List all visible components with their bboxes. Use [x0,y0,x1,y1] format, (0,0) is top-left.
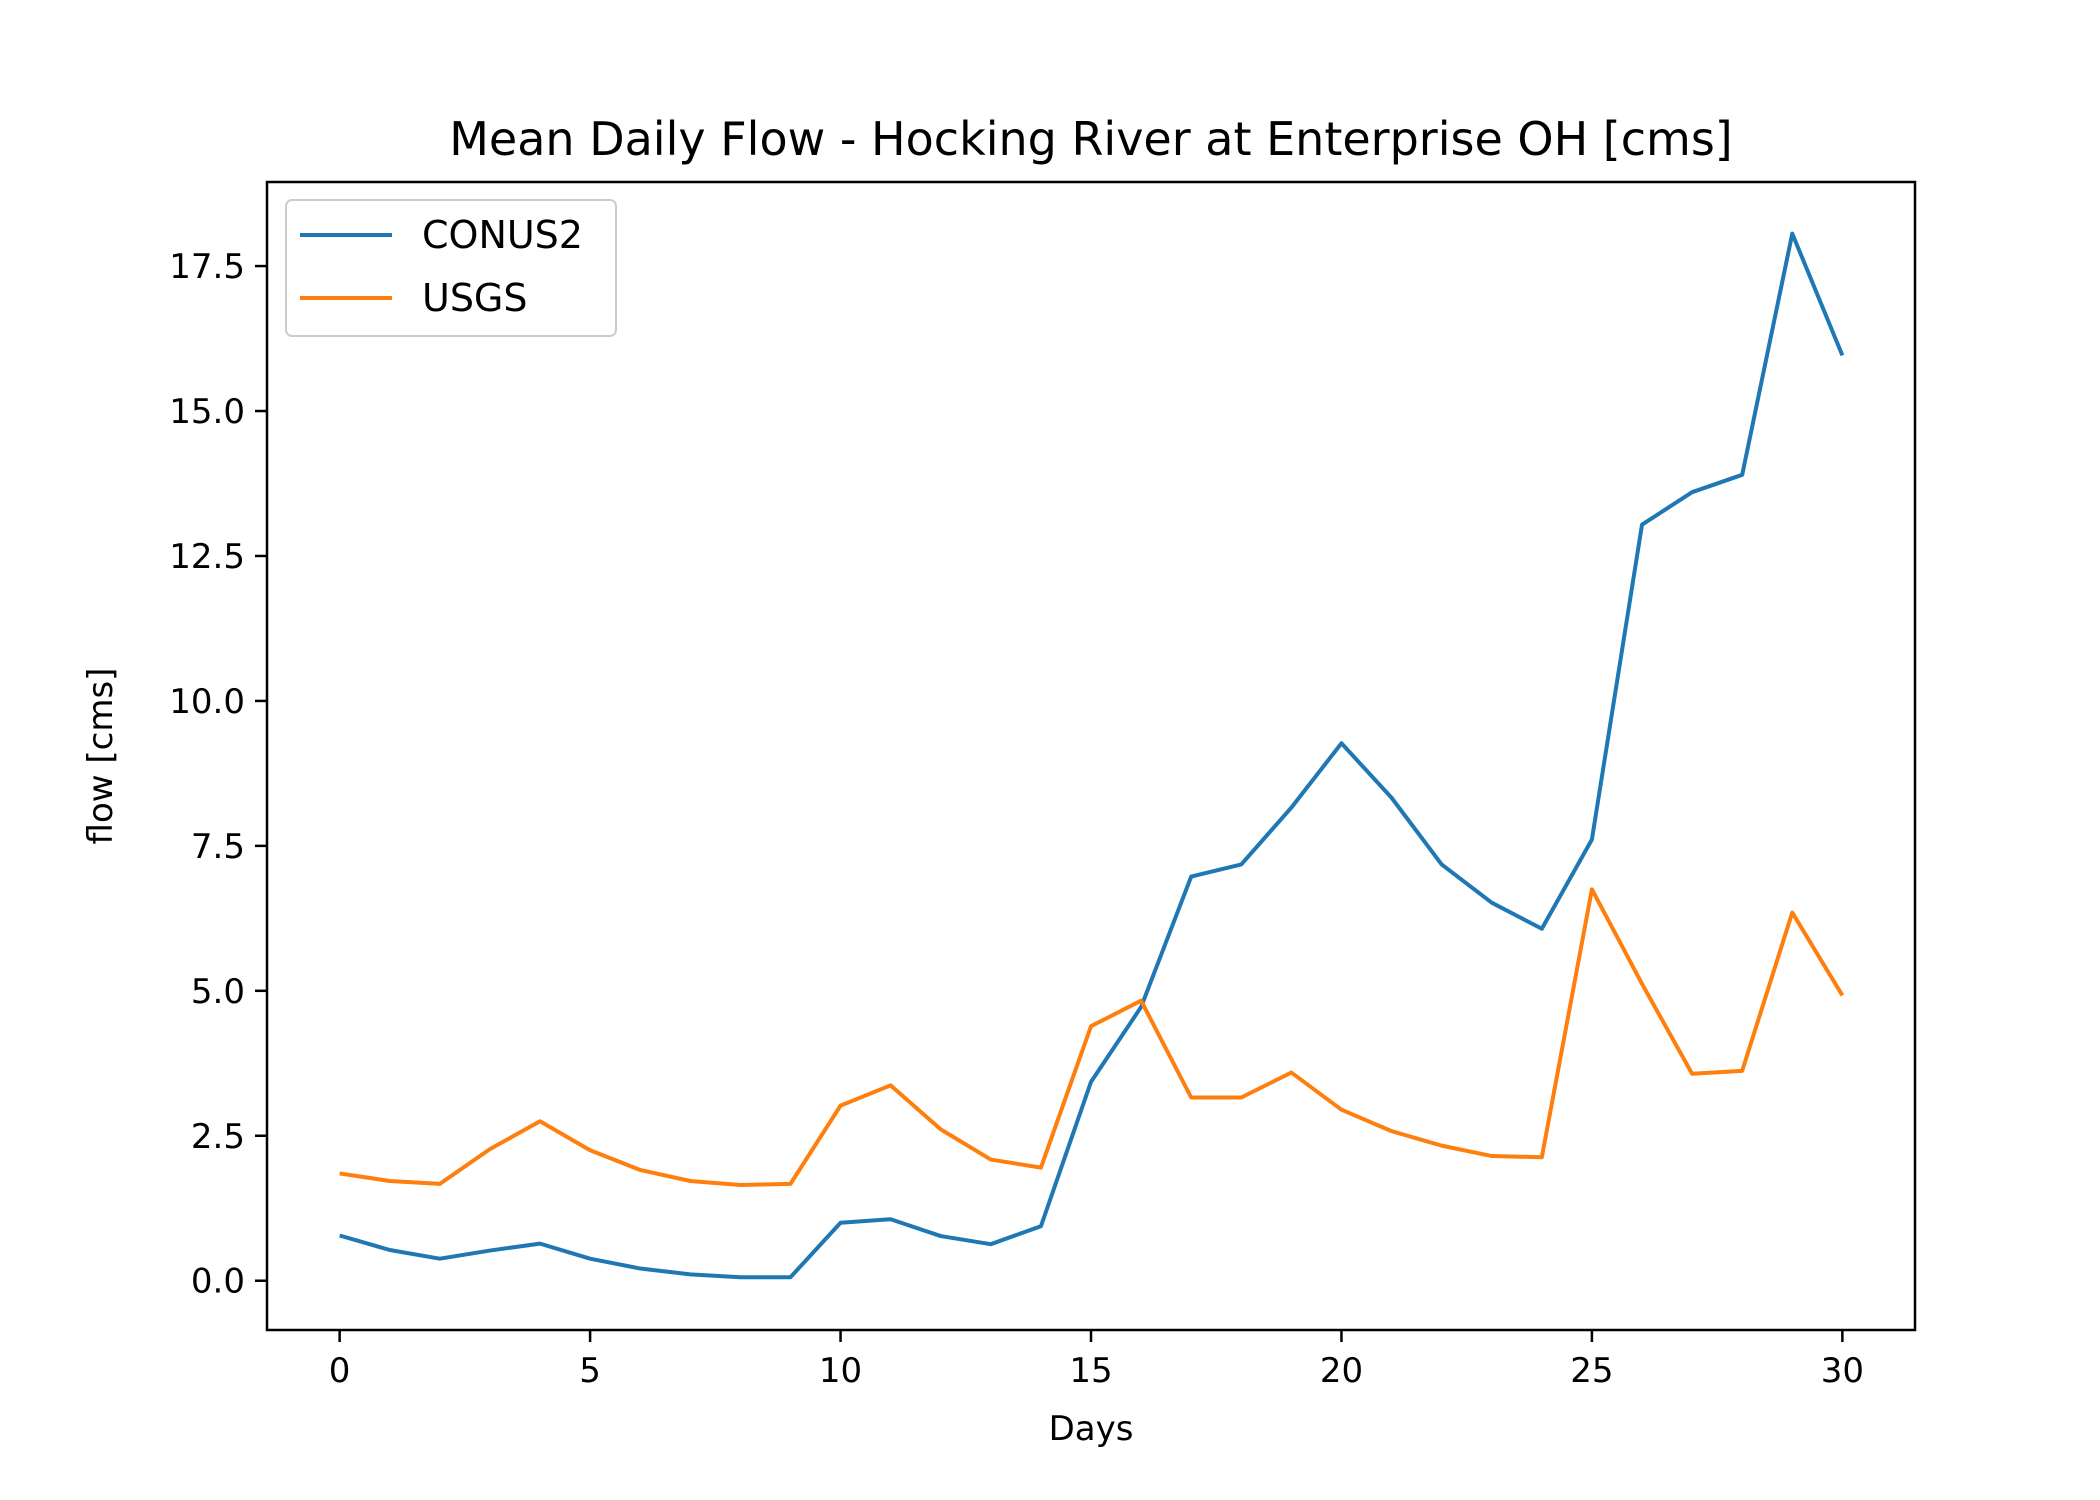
x-tick-label: 20 [1320,1351,1363,1391]
y-axis-label: flow [cms] [81,668,121,845]
series-line-usgs [339,887,1845,1188]
y-tick-label: 15.0 [169,392,245,432]
y-tick-label: 2.5 [191,1117,245,1157]
y-tick-label: 7.5 [191,827,245,867]
series-line-conus2 [339,231,1845,1280]
x-tick-label: 25 [1570,1351,1613,1391]
chart-title: Mean Daily Flow - Hocking River at Enter… [449,112,1733,166]
x-axis-label: Days [1049,1409,1134,1449]
x-tick-label: 15 [1069,1351,1112,1391]
y-tick-label: 5.0 [191,972,245,1012]
x-tick-label: 0 [329,1351,351,1391]
x-tick-label: 30 [1821,1351,1864,1391]
plot-area [339,231,1845,1280]
x-axis: 0 5 10 15 20 25 30 [329,1330,1864,1391]
x-tick-label: 5 [579,1351,601,1391]
y-tick-label: 0.0 [191,1262,245,1302]
legend-label-usgs: USGS [422,276,528,320]
x-tick-label: 10 [819,1351,862,1391]
y-tick-label: 17.5 [169,247,245,287]
legend-label-conus2: CONUS2 [422,213,583,257]
y-axis: 0.0 2.5 5.0 7.5 10.0 12.5 15.0 17.5 [169,247,267,1302]
y-tick-label: 10.0 [169,682,245,722]
legend: CONUS2 USGS [285,199,617,337]
y-tick-label: 12.5 [169,537,245,577]
